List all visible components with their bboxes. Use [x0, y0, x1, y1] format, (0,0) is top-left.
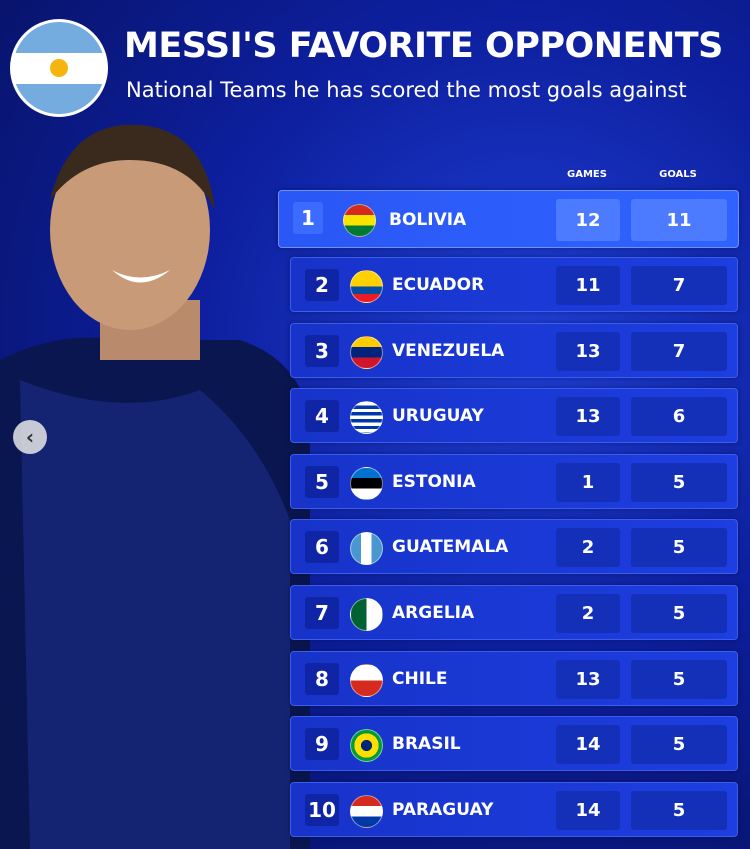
rank: 1: [293, 202, 323, 234]
table-row: 8 CHILE 13 5: [290, 650, 738, 706]
games-cell: 13: [556, 331, 620, 371]
country-name: CHILE: [392, 668, 448, 689]
column-header: GAMES: [567, 169, 607, 180]
goals-cell: 7: [631, 331, 727, 371]
flag-icon: [350, 794, 383, 828]
games-cell: 1: [556, 462, 620, 502]
rank: 4: [305, 400, 339, 433]
games-cell: 14: [556, 790, 620, 830]
column-header: GOALS: [659, 169, 697, 180]
games-cell: 13: [556, 659, 620, 699]
flag-icon: [350, 729, 383, 763]
table-row: 10 PARAGUAY 14 5: [290, 781, 738, 837]
games-cell: 2: [556, 528, 620, 568]
player-silhouette: [0, 124, 310, 849]
country-name: PARAGUAY: [392, 799, 494, 820]
country-name: VENEZUELA: [392, 340, 505, 361]
table-row: 3 VENEZUELA 13 7: [290, 322, 738, 378]
table-row: 1 BOLIVIA 12 11: [278, 190, 739, 248]
flag-icon: [350, 270, 383, 303]
goals-cell: 6: [631, 397, 727, 437]
goals-cell: 5: [631, 725, 727, 765]
games-cell: 11: [556, 266, 620, 305]
rank: 3: [305, 334, 339, 367]
rank: 7: [305, 597, 339, 629]
subtitle: National Teams he has scored the most go…: [126, 78, 687, 102]
goals-cell: 5: [631, 594, 727, 633]
goals-cell: 5: [631, 462, 727, 502]
goals-cell: 11: [631, 199, 727, 241]
country-name: URUGUAY: [392, 406, 484, 427]
flag-icon: [350, 335, 383, 369]
country-name: BOLIVIA: [389, 210, 467, 230]
goals-cell: 7: [631, 266, 727, 305]
flag-icon: [350, 598, 383, 631]
country-name: ECUADOR: [392, 275, 485, 295]
flag-icon: [343, 204, 376, 237]
rank: 10: [305, 793, 339, 826]
games-cell: 2: [556, 594, 620, 633]
title: MESSI'S FAVORITE OPPONENTS: [124, 26, 723, 66]
table-row: 5 ESTONIA 1 5: [290, 453, 738, 509]
table-row: 4 URUGUAY 13 6: [290, 388, 738, 444]
goals-cell: 5: [631, 528, 727, 568]
rank: 6: [305, 531, 339, 564]
rank: 5: [305, 465, 339, 498]
argentina-flag: [13, 22, 105, 114]
rank: 8: [305, 662, 339, 695]
rank: 9: [305, 728, 339, 761]
back-button[interactable]: ‹: [13, 420, 47, 454]
games-cell: 13: [556, 397, 620, 437]
country-name: GUATEMALA: [392, 537, 509, 558]
flag-icon: [350, 532, 383, 566]
goals-cell: 5: [631, 659, 727, 699]
country-name: ESTONIA: [392, 471, 476, 492]
table-row: 6 GUATEMALA 2 5: [290, 519, 738, 575]
flag-icon: [350, 466, 383, 500]
table-row: 2 ECUADOR 11 7: [290, 257, 738, 312]
country-name: ARGELIA: [392, 603, 475, 623]
goals-cell: 5: [631, 790, 727, 830]
flag-icon: [350, 401, 383, 435]
flag-icon: [350, 663, 383, 697]
rank: 2: [305, 269, 339, 301]
games-cell: 14: [556, 725, 620, 765]
table-row: 7 ARGELIA 2 5: [290, 585, 738, 640]
table-row: 9 BRASIL 14 5: [290, 716, 738, 772]
games-cell: 12: [556, 199, 620, 241]
country-name: BRASIL: [392, 734, 461, 755]
